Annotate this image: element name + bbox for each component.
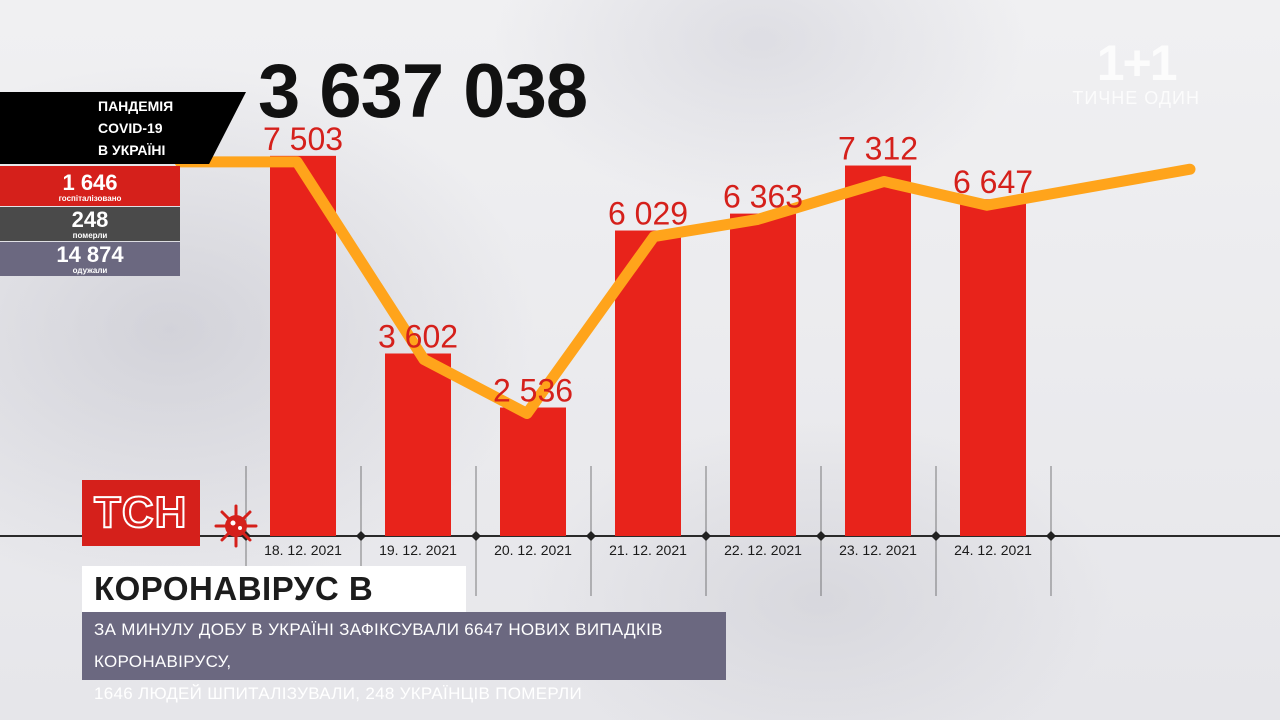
bar-value-label: 6 363: [723, 179, 803, 215]
subtitle-line-1: ЗА МИНУЛУ ДОБУ В УКРАЇНІ ЗАФІКСУВАЛИ 664…: [94, 620, 663, 671]
tsn-logo: ТСН: [82, 480, 200, 546]
bar-value-label: 6 029: [608, 196, 688, 232]
stat-hospitalized-value: 1 646: [62, 170, 118, 195]
x-tick-label: 24. 12. 2021: [954, 542, 1032, 558]
x-axis-tick-marker: [471, 531, 481, 541]
headline: КОРОНАВІРУС В УКРАЇНІ: [82, 566, 466, 653]
x-axis-tick-marker: [1046, 531, 1056, 541]
bar-value-label: 6 647: [953, 164, 1033, 200]
bar: [730, 213, 796, 536]
x-tick-label: 21. 12. 2021: [609, 542, 687, 558]
stat-hospitalized-label: госпіталізовано: [58, 194, 122, 203]
news-subtitle: ЗА МИНУЛУ ДОБУ В УКРАЇНІ ЗАФІКСУВАЛИ 664…: [82, 612, 726, 703]
bar-value-label: 3 602: [378, 318, 458, 354]
channel-watermark: 1+1 ТИЧНЕ ОДИН: [1072, 38, 1200, 108]
x-tick-label: 23. 12. 2021: [839, 542, 917, 558]
watermark-logo: 1+1: [1096, 35, 1178, 91]
x-tick-label: 19. 12. 2021: [379, 542, 457, 558]
x-axis-tick-marker: [931, 531, 941, 541]
x-axis-tick-marker: [816, 531, 826, 541]
stats-panel: ПАНДЕМІЯ COVID-19 В УКРАЇНІ 1 646 госпіт…: [0, 92, 250, 276]
bar: [960, 199, 1026, 536]
panel-title-line-2: COVID-19: [98, 120, 163, 136]
stat-died-value: 248: [71, 207, 109, 232]
bar: [385, 353, 451, 536]
bar-value-label: 7 312: [838, 131, 918, 167]
stat-recovered-value: 14 874: [56, 242, 124, 267]
bar-value-label: 7 503: [263, 121, 343, 157]
stat-hospitalized: 1 646 госпіталізовано: [0, 166, 180, 206]
x-axis-tick-marker: [701, 531, 711, 541]
x-tick-label: 20. 12. 2021: [494, 542, 572, 558]
x-axis-tick-marker: [586, 531, 596, 541]
watermark-sub: ТИЧНЕ ОДИН: [1072, 88, 1200, 108]
x-tick-label: 22. 12. 2021: [724, 542, 802, 558]
stat-recovered: 14 874 одужали: [0, 242, 180, 276]
bar: [500, 407, 566, 536]
bar-value-label: 2 536: [493, 373, 573, 409]
stat-died: 248 померли: [0, 207, 180, 241]
bar: [845, 165, 911, 536]
stat-died-label: померли: [72, 231, 108, 240]
panel-title-line-1: ПАНДЕМІЯ: [98, 98, 174, 114]
tsn-logo-text: ТСН: [93, 488, 188, 537]
bar: [270, 155, 336, 536]
panel-title-line-3: В УКРАЇНІ: [98, 142, 166, 158]
subtitle-line-2: 1646 ЛЮДЕЙ ШПИТАЛІЗУВАЛИ, 248 УКРАЇНЦІВ …: [94, 684, 583, 703]
x-axis-tick-marker: [356, 531, 366, 541]
virus-icon: [214, 504, 258, 548]
total-cases: 3 637 038: [258, 49, 588, 134]
stat-recovered-label: одужали: [72, 266, 108, 275]
x-tick-label: 18. 12. 2021: [264, 542, 342, 558]
trend-line: [174, 156, 1196, 420]
panel-title: ПАНДЕМІЯ COVID-19 В УКРАЇНІ: [0, 92, 246, 164]
